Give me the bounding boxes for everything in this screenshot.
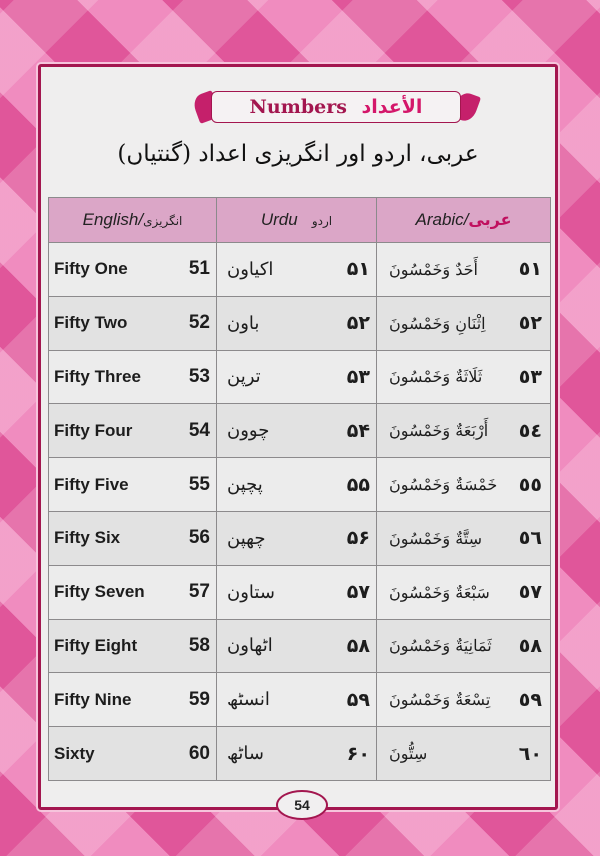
page-title: Numbers الأعداد (191, 96, 481, 118)
english-number: 55 (158, 457, 217, 512)
arabic-cell: سِتَّةٌ وَخَمْسُونَ ٥٦ (376, 510, 551, 566)
arabic-number: ٥٨ (518, 634, 542, 657)
english-word: Fifty Five (48, 457, 159, 512)
arabic-word: ثَمَانِيَةٌ وَخَمْسُونَ (389, 636, 492, 656)
english-word: Fifty Nine (48, 672, 159, 728)
arabic-number: ٥٦ (518, 527, 542, 550)
arabic-word: أَرْبَعَةٌ وَخَمْسُونَ (389, 421, 489, 441)
urdu-word: ساٹھ (216, 726, 292, 781)
header-arabic-native: عربی (468, 210, 512, 229)
table-row: Fifty Two 52 باون ۵۲ اِثْنَانِ وَخَمْسُونَ ٥٢ (48, 295, 551, 351)
header-arabic: Arabic/عربی (376, 197, 551, 243)
arabic-cell: تِسْعَةٌ وَخَمْسُونَ ٥٩ (376, 672, 551, 728)
english-number: 60 (158, 726, 217, 781)
table-row: Fifty Three 53 ترپن ۵۳ ثَلَاثَةٌ وَخَمْسُونَ… (48, 349, 551, 405)
english-word: Fifty Seven (48, 564, 159, 620)
table-header-row: English/انگریزی Urdu اردو Arabic/عربی (48, 197, 551, 243)
header-english-latin: English (82, 210, 139, 229)
urdu-number: ۵۳ (291, 349, 377, 405)
header-urdu-latin: Urdu (260, 210, 298, 229)
title-banner: Numbers الأعداد (190, 87, 482, 127)
english-word: Fifty Six (48, 510, 159, 566)
book-page: Numbers الأعداد عربی، اردو اور انگریزی ا… (38, 64, 558, 810)
urdu-word: اٹھاون (216, 618, 292, 674)
header-urdu-native: اردو (311, 214, 333, 228)
arabic-number: ٥٥ (518, 473, 542, 496)
arabic-number: ٥٣ (518, 365, 542, 388)
urdu-number: ۶۰ (291, 726, 377, 781)
english-number: 52 (158, 295, 217, 351)
english-word: Fifty Eight (48, 618, 159, 674)
english-number: 59 (158, 672, 217, 728)
header-arabic-latin: Arabic (415, 210, 464, 229)
urdu-word: پچپن (216, 457, 292, 512)
english-number: 58 (158, 618, 217, 674)
urdu-number: ۵۵ (291, 457, 377, 512)
urdu-word: چھپن (216, 510, 292, 566)
english-number: 51 (158, 242, 217, 297)
arabic-cell: سِتُّونَ ٦٠ (376, 726, 551, 781)
table-row: Sixty 60 ساٹھ ۶۰ سِتُّونَ ٦٠ (48, 726, 551, 781)
arabic-number: ٥٤ (518, 419, 542, 442)
header-english-native: انگریزی (143, 214, 183, 228)
english-word: Sixty (48, 726, 159, 781)
subtitle: عربی، اردو اور انگریزی اعداد (گنتیاں) (117, 141, 479, 167)
arabic-word: خَمْسَةٌ وَخَمْسُونَ (389, 475, 498, 495)
arabic-word: ثَلَاثَةٌ وَخَمْسُونَ (389, 367, 483, 387)
arabic-cell: ثَلَاثَةٌ وَخَمْسُونَ ٥٣ (376, 349, 551, 405)
urdu-number: ۵۹ (291, 672, 377, 728)
arabic-cell: اِثْنَانِ وَخَمْسُونَ ٥٢ (376, 295, 551, 351)
arabic-cell: خَمْسَةٌ وَخَمْسُونَ ٥٥ (376, 457, 551, 512)
banner-frame (211, 91, 461, 123)
arabic-cell: أَرْبَعَةٌ وَخَمْسُونَ ٥٤ (376, 403, 551, 459)
english-word: Fifty Three (48, 349, 159, 405)
arabic-cell: سَبْعَةٌ وَخَمْسُونَ ٥٧ (376, 564, 551, 620)
urdu-number: ۵۸ (291, 618, 377, 674)
urdu-number: ۵۷ (291, 564, 377, 620)
arabic-number: ٦٠ (518, 742, 542, 765)
urdu-word: باون (216, 295, 292, 351)
english-number: 54 (158, 403, 217, 459)
page-number: 54 (276, 790, 328, 820)
urdu-number: ۵۴ (291, 403, 377, 459)
table-row: Fifty Five 55 پچپن ۵۵ خَمْسَةٌ وَخَمْسُونَ ٥٥ (48, 457, 551, 512)
table-row: Fifty Nine 59 انسٹھ ۵۹ تِسْعَةٌ وَخَمْسُونَ ٥… (48, 672, 551, 728)
english-word: Fifty Two (48, 295, 159, 351)
numbers-table: English/انگریزی Urdu اردو Arabic/عربی Fi… (48, 197, 551, 781)
title-english: Numbers (249, 96, 347, 118)
english-number: 57 (158, 564, 217, 620)
english-word: Fifty One (48, 242, 159, 297)
urdu-number: ۵۶ (291, 510, 377, 566)
table-row: Fifty Eight 58 اٹھاون ۵۸ ثَمَانِيَةٌ وَخَمْس… (48, 618, 551, 674)
arabic-number: ٥٧ (518, 581, 542, 604)
header-urdu: Urdu اردو (216, 197, 377, 243)
urdu-number: ۵۱ (291, 242, 377, 297)
table-row: Fifty One 51 اکیاون ۵۱ أَحَدٌ وَخَمْسُونَ ٥١ (48, 242, 551, 297)
table-row: Fifty Four 54 چوون ۵۴ أَرْبَعَةٌ وَخَمْسُونَ… (48, 403, 551, 459)
arabic-number: ٥١ (518, 258, 542, 281)
arabic-word: اِثْنَانِ وَخَمْسُونَ (389, 313, 486, 333)
arabic-number: ٥٩ (518, 688, 542, 711)
title-arabic: الأعداد (361, 96, 423, 118)
urdu-word: ستاون (216, 564, 292, 620)
arabic-word: تِسْعَةٌ وَخَمْسُونَ (389, 690, 491, 710)
urdu-word: اکیاون (216, 242, 292, 297)
arabic-word: سِتُّونَ (389, 744, 428, 764)
english-word: Fifty Four (48, 403, 159, 459)
table-row: Fifty Seven 57 ستاون ۵۷ سَبْعَةٌ وَخَمْسُونَ… (48, 564, 551, 620)
urdu-number: ۵۲ (291, 295, 377, 351)
arabic-cell: أَحَدٌ وَخَمْسُونَ ٥١ (376, 242, 551, 297)
arabic-word: سِتَّةٌ وَخَمْسُونَ (389, 528, 483, 548)
table-row: Fifty Six 56 چھپن ۵۶ سِتَّةٌ وَخَمْسُونَ ٥٦ (48, 510, 551, 566)
urdu-word: انسٹھ (216, 672, 292, 728)
header-english: English/انگریزی (48, 197, 217, 243)
arabic-word: سَبْعَةٌ وَخَمْسُونَ (389, 582, 490, 602)
english-number: 53 (158, 349, 217, 405)
arabic-word: أَحَدٌ وَخَمْسُونَ (389, 259, 478, 279)
arabic-cell: ثَمَانِيَةٌ وَخَمْسُونَ ٥٨ (376, 618, 551, 674)
urdu-word: چوون (216, 403, 292, 459)
arabic-number: ٥٢ (518, 312, 542, 335)
urdu-word: ترپن (216, 349, 292, 405)
english-number: 56 (158, 510, 217, 566)
